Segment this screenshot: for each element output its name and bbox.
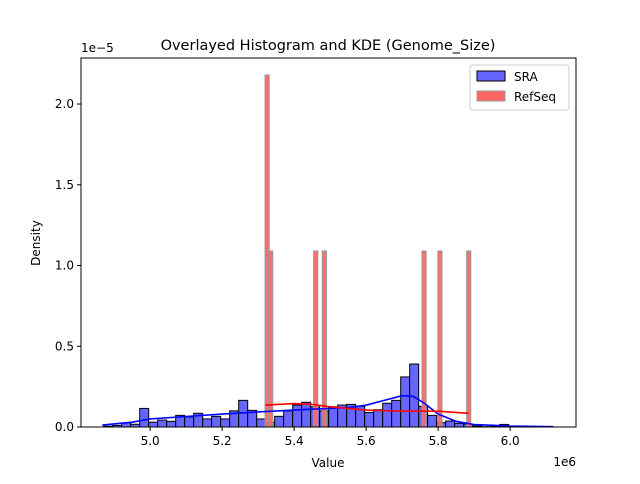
sra-bar: [158, 420, 167, 427]
y-tick-label: 0.0: [55, 420, 74, 434]
sra-bar: [374, 410, 383, 427]
x-tick-label: 5.2: [213, 434, 232, 448]
sra-bar: [401, 377, 410, 427]
sra-bar: [446, 421, 455, 427]
x-tick-label: 5.0: [141, 434, 160, 448]
legend-label: SRA: [514, 70, 538, 84]
sra-bar: [302, 402, 311, 427]
y-tick-label: 2.0: [55, 97, 74, 111]
sra-bar: [221, 419, 230, 427]
y-offset-label: 1e−5: [81, 41, 114, 55]
chart-title: Overlayed Histogram and KDE (Genome_Size…: [161, 38, 496, 54]
sra-bar: [167, 421, 176, 427]
refseq-bar: [269, 251, 273, 427]
sra-bar: [392, 400, 401, 427]
y-tick-label: 1.0: [55, 259, 74, 273]
sra-bar: [149, 422, 158, 427]
plot-frame: [81, 58, 576, 427]
x-tick-label: 6.0: [501, 434, 520, 448]
sra-bar: [365, 412, 374, 427]
sra-bar: [257, 419, 266, 427]
refseq-bar: [467, 251, 471, 427]
y-tick-label: 0.5: [55, 339, 74, 353]
x-offset-label: 1e6: [553, 455, 576, 469]
y-tick-label: 1.5: [55, 178, 74, 192]
y-axis-label: Density: [29, 220, 43, 266]
sra-bar: [212, 416, 221, 427]
legend: SRA RefSeq: [470, 65, 569, 110]
legend-label: RefSeq: [514, 90, 556, 104]
sra-bar: [383, 403, 392, 427]
legend-swatch: [477, 71, 505, 81]
refseq-bar: [314, 251, 318, 427]
refseq-bar: [438, 251, 442, 427]
sra-bar: [455, 423, 464, 427]
x-tick-label: 5.4: [285, 434, 304, 448]
sra-bar: [293, 405, 302, 427]
sra-bar: [185, 417, 194, 427]
refseq-bar: [322, 251, 326, 427]
sra-bar: [275, 416, 284, 427]
x-tick-label: 5.6: [357, 434, 376, 448]
x-tick-label: 5.8: [429, 434, 448, 448]
sra-bar: [428, 415, 437, 427]
sra-bar: [140, 408, 149, 427]
refseq-bar: [422, 251, 426, 427]
legend-swatch: [477, 91, 505, 101]
sra-bar: [284, 411, 293, 427]
sra-bar: [203, 419, 212, 427]
sra-bar: [329, 407, 338, 427]
x-axis-label: Value: [312, 456, 345, 470]
